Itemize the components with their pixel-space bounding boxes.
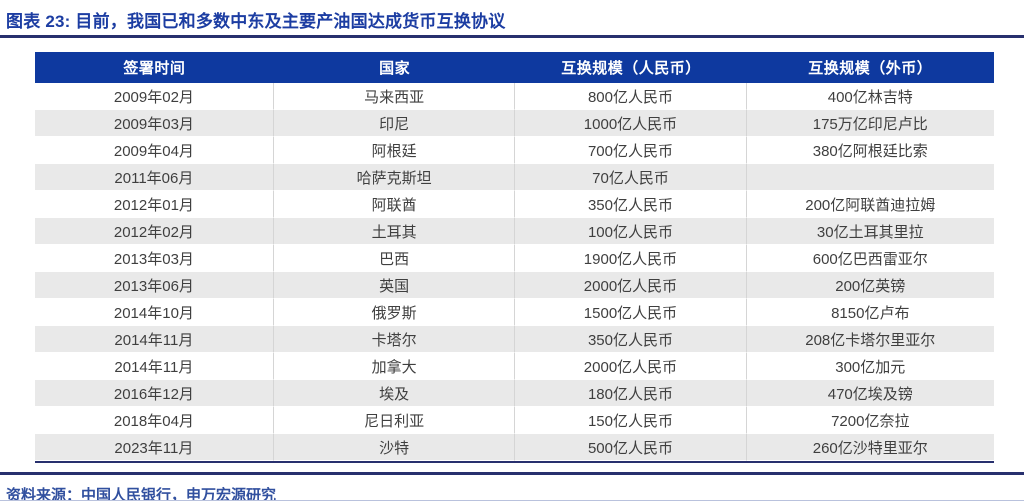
table-cell: 208亿卡塔尔里亚尔	[746, 326, 994, 353]
table-cell: 800亿人民币	[515, 83, 747, 110]
table-cell: 175万亿印尼卢比	[746, 110, 994, 137]
table-cell: 巴西	[273, 245, 516, 272]
column-header-sign-date: 签署时间	[35, 52, 274, 83]
table-cell: 2014年11月	[35, 353, 274, 380]
data-source-note: 资料来源：中国人民银行，申万宏源研究	[6, 487, 277, 501]
table-cell: 2009年02月	[35, 83, 274, 110]
swap-agreements-table-container: 签署时间 国家 互换规模（人民币） 互换规模（外币） 2009年02月 马来西亚 8…	[35, 52, 994, 463]
table-row: 2018年04月 尼日利亚 150亿人民币 7200亿奈拉	[35, 407, 994, 434]
table-cell: 400亿林吉特	[746, 83, 994, 110]
table-cell: 2012年02月	[35, 218, 274, 245]
table-cell	[746, 164, 994, 191]
table-cell: 150亿人民币	[515, 407, 747, 434]
table-row: 2012年02月 土耳其 100亿人民币 30亿土耳其里拉	[35, 218, 994, 245]
column-header-swap-size-rmb: 互换规模（人民币）	[515, 52, 747, 83]
column-header-swap-size-foreign: 互换规模（外币）	[746, 52, 994, 83]
table-cell: 阿联酋	[273, 191, 516, 218]
table-cell: 2013年03月	[35, 245, 274, 272]
table-cell: 300亿加元	[746, 353, 994, 380]
table-cell: 哈萨克斯坦	[273, 164, 516, 191]
table-cell: 2014年11月	[35, 326, 274, 353]
table-cell: 2011年06月	[35, 164, 274, 191]
title-rule-divider	[0, 35, 1024, 38]
swap-agreements-table: 签署时间 国家 互换规模（人民币） 互换规模（外币） 2009年02月 马来西亚 8…	[35, 52, 994, 461]
table-cell: 加拿大	[273, 353, 516, 380]
table-row: 2016年12月 埃及 180亿人民币 470亿埃及镑	[35, 380, 994, 407]
column-header-country: 国家	[273, 52, 516, 83]
table-row: 2013年06月 英国 2000亿人民币 200亿英镑	[35, 272, 994, 299]
table-row: 2023年11月 沙特 500亿人民币 260亿沙特里亚尔	[35, 434, 994, 461]
table-cell: 印尼	[273, 110, 516, 137]
table-cell: 尼日利亚	[273, 407, 516, 434]
table-bottom-rule	[35, 461, 994, 463]
table-cell: 卡塔尔	[273, 326, 516, 353]
table-row: 2014年11月 加拿大 2000亿人民币 300亿加元	[35, 353, 994, 380]
table-cell: 沙特	[273, 434, 516, 461]
table-row: 2014年11月 卡塔尔 350亿人民币 208亿卡塔尔里亚尔	[35, 326, 994, 353]
table-row: 2013年03月 巴西 1900亿人民币 600亿巴西雷亚尔	[35, 245, 994, 272]
table-cell: 380亿阿根廷比索	[746, 137, 994, 164]
table-cell: 2000亿人民币	[515, 353, 747, 380]
figure-title: 图表 23: 目前，我国已和多数中东及主要产油国达成货币互换协议	[6, 12, 506, 31]
table-cell: 马来西亚	[273, 83, 516, 110]
table-cell: 600亿巴西雷亚尔	[746, 245, 994, 272]
table-cell: 1900亿人民币	[515, 245, 747, 272]
table-cell: 350亿人民币	[515, 326, 747, 353]
table-cell: 2013年06月	[35, 272, 274, 299]
table-cell: 7200亿奈拉	[746, 407, 994, 434]
table-cell: 1000亿人民币	[515, 110, 747, 137]
table-cell: 2009年03月	[35, 110, 274, 137]
table-cell: 30亿土耳其里拉	[746, 218, 994, 245]
table-row: 2014年10月 俄罗斯 1500亿人民币 8150亿卢布	[35, 299, 994, 326]
table-cell: 俄罗斯	[273, 299, 516, 326]
table-cell: 200亿英镑	[746, 272, 994, 299]
table-row: 2012年01月 阿联酋 350亿人民币 200亿阿联酋迪拉姆	[35, 191, 994, 218]
table-row: 2009年03月 印尼 1000亿人民币 175万亿印尼卢比	[35, 110, 994, 137]
table-cell: 500亿人民币	[515, 434, 747, 461]
table-row: 2009年02月 马来西亚 800亿人民币 400亿林吉特	[35, 83, 994, 110]
table-cell: 350亿人民币	[515, 191, 747, 218]
table-cell: 2014年10月	[35, 299, 274, 326]
table-cell: 70亿人民币	[515, 164, 747, 191]
table-cell: 英国	[273, 272, 516, 299]
table-cell: 土耳其	[273, 218, 516, 245]
table-cell: 700亿人民币	[515, 137, 747, 164]
table-cell: 470亿埃及镑	[746, 380, 994, 407]
table-row: 2009年04月 阿根廷 700亿人民币 380亿阿根廷比索	[35, 137, 994, 164]
table-body: 2009年02月 马来西亚 800亿人民币 400亿林吉特 2009年03月 印尼 1000…	[35, 83, 994, 461]
table-cell: 100亿人民币	[515, 218, 747, 245]
table-cell: 180亿人民币	[515, 380, 747, 407]
table-cell: 2023年11月	[35, 434, 274, 461]
table-cell: 埃及	[273, 380, 516, 407]
table-cell: 8150亿卢布	[746, 299, 994, 326]
table-cell: 2016年12月	[35, 380, 274, 407]
table-cell: 阿根廷	[273, 137, 516, 164]
table-cell: 260亿沙特里亚尔	[746, 434, 994, 461]
section-divider	[0, 472, 1024, 475]
table-cell: 1500亿人民币	[515, 299, 747, 326]
table-cell: 2018年04月	[35, 407, 274, 434]
table-cell: 200亿阿联酋迪拉姆	[746, 191, 994, 218]
table-cell: 2009年04月	[35, 137, 274, 164]
table-cell: 2000亿人民币	[515, 272, 747, 299]
table-row: 2011年06月 哈萨克斯坦 70亿人民币	[35, 164, 994, 191]
table-header-row: 签署时间 国家 互换规模（人民币） 互换规模（外币）	[35, 52, 994, 83]
table-header: 签署时间 国家 互换规模（人民币） 互换规模（外币）	[35, 52, 994, 83]
table-cell: 2012年01月	[35, 191, 274, 218]
